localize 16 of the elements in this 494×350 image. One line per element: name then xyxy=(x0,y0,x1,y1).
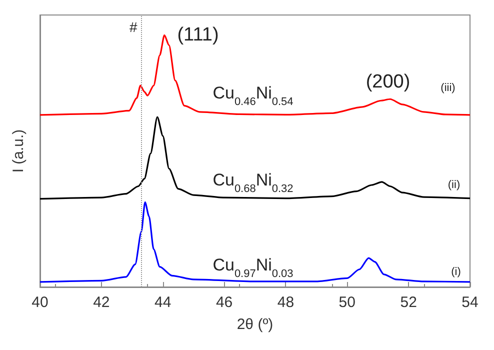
annotation: (200) xyxy=(366,72,410,92)
x-tick-label: 40 xyxy=(32,294,48,311)
annotation: (111) xyxy=(177,24,219,46)
annotation: (ii) xyxy=(448,179,460,191)
x-tick-label: 46 xyxy=(216,294,233,311)
x-tick-label: 52 xyxy=(400,294,417,311)
x-tick-label: 54 xyxy=(462,294,478,311)
x-tick-label: 42 xyxy=(93,294,110,311)
y-axis-title: I (a.u.) xyxy=(10,129,27,173)
x-tick-label: 50 xyxy=(338,294,356,311)
x-axis-title: 2θ (º) xyxy=(236,316,274,333)
x-tick-label: 48 xyxy=(277,294,294,311)
annotation: (iii) xyxy=(440,82,456,94)
x-tick-label: 44 xyxy=(154,294,172,311)
ref-line-label: # xyxy=(129,19,138,35)
annotation: (i) xyxy=(451,266,461,278)
